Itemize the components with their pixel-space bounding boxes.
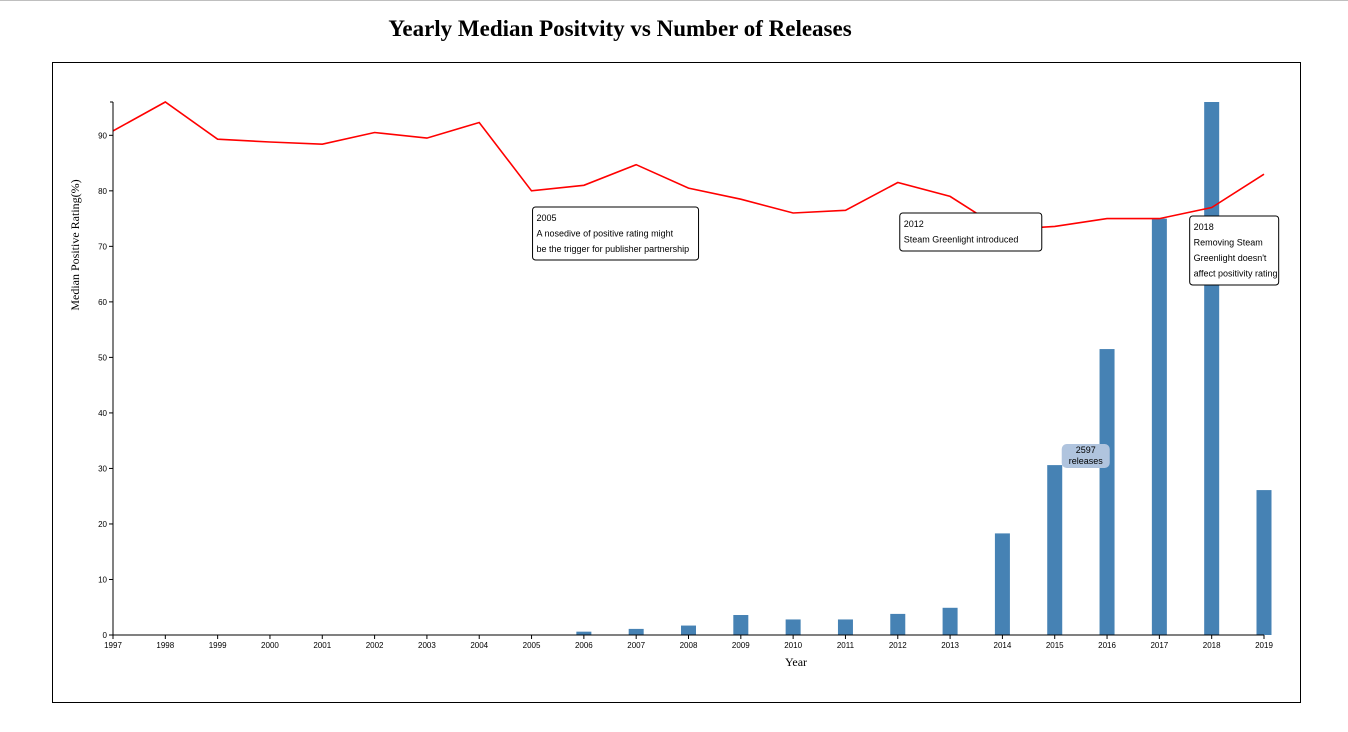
line-series [112, 101, 1265, 231]
bar-2008 [681, 625, 696, 635]
x-tick-label-2016: 2016 [1098, 641, 1116, 650]
x-tick-label-2019: 2019 [1255, 641, 1273, 650]
bar-2018 [1204, 102, 1220, 635]
y-tick-label-50: 50 [98, 353, 107, 362]
x-tick-label-2001: 2001 [313, 641, 331, 650]
x-tick-label-1999: 1999 [209, 641, 227, 650]
y-tick-label-10: 10 [98, 575, 107, 584]
x-tick-label-2013: 2013 [941, 641, 959, 650]
annotation-box-2012 [899, 212, 1043, 252]
bar-2007 [628, 628, 644, 635]
x-tick-label-2014: 2014 [994, 641, 1012, 650]
annotation-text-2018-0: 2018 [1194, 222, 1214, 232]
x-tick-label-2003: 2003 [418, 641, 436, 650]
annotation-text-2005-1: A nosedive of positive rating might [537, 229, 674, 239]
y-axis-label: Median Positive Rating(%) [68, 179, 82, 310]
bar-2014 [994, 533, 1010, 635]
x-tick-label-1997: 1997 [104, 641, 122, 650]
x-tick-label-2002: 2002 [366, 641, 384, 650]
bar-2009 [733, 615, 749, 635]
bar-2010 [785, 619, 801, 635]
bar-2011 [837, 619, 853, 635]
x-tick-label-2015: 2015 [1046, 641, 1064, 650]
tooltip-box [1061, 444, 1110, 468]
y-tick-label-20: 20 [98, 520, 107, 529]
bar-2006 [576, 631, 592, 635]
annotation-2018: 2018 Removing Steam Greenlight doesn't affe… [1189, 215, 1280, 286]
y-tick-label-90: 90 [98, 131, 107, 140]
x-tick-label-2018: 2018 [1203, 641, 1221, 650]
x-tick-label-1998: 1998 [156, 641, 174, 650]
x-tick-label-2006: 2006 [575, 641, 593, 650]
annotation-text-2018-1: Removing Steam [1194, 238, 1263, 248]
y-axis: 0 10 20 30 40 50 60 70 80 90 [98, 101, 114, 640]
y-tick-label-80: 80 [98, 187, 107, 196]
y-tick-label-40: 40 [98, 409, 107, 418]
x-tick-label-2010: 2010 [784, 641, 802, 650]
chart-frame [52, 62, 1301, 703]
tooltip-count: 2597 [1076, 445, 1096, 455]
annotation-text-2005-0: 2005 [537, 213, 557, 223]
y-tick-label-60: 60 [98, 298, 107, 307]
x-tick-label-2004: 2004 [470, 641, 488, 650]
tooltip-label: releases [1069, 456, 1104, 466]
x-tick-label-2011: 2011 [837, 641, 855, 650]
x-tick-label-2012: 2012 [889, 641, 907, 650]
x-tick-label-2000: 2000 [261, 641, 279, 650]
median-positivity-line [112, 101, 1265, 231]
bar-2013 [942, 607, 958, 635]
annotation-2005: 2005 A nosedive of positive rating might b… [532, 206, 700, 261]
bar-2012 [890, 613, 906, 635]
x-axis-label: Year [785, 655, 807, 669]
bar-2015 [1047, 465, 1063, 635]
annotation-text-2005-2: be the trigger for publisher partnership [537, 244, 690, 254]
y-tick-label-0: 0 [103, 631, 108, 640]
annotation-2012: 2012 Steam Greenlight introduced [899, 212, 1043, 252]
annotation-text-2012-1: Steam Greenlight introduced [904, 235, 1019, 245]
annotation-box-2005 [532, 206, 700, 261]
x-tick-label-2005: 2005 [523, 641, 541, 650]
chart-title: Yearly Median Positvity vs Number of Rel… [388, 16, 852, 41]
bar-series [576, 102, 1272, 635]
bar-2016 [1099, 349, 1115, 635]
annotation-text-2012-0: 2012 [904, 219, 924, 229]
annotations: 2005 A nosedive of positive rating might b… [532, 206, 1280, 286]
x-tick-label-2008: 2008 [680, 641, 698, 650]
top-divider [0, 0, 1348, 1]
annotation-box-2018 [1189, 215, 1280, 286]
y-tick-label-30: 30 [98, 464, 107, 473]
x-tick-label-2007: 2007 [627, 641, 645, 650]
x-tick-label-2017: 2017 [1150, 641, 1168, 650]
annotation-text-2018-2: Greenlight doesn't [1194, 253, 1267, 263]
x-tick-label-2009: 2009 [732, 641, 750, 650]
x-axis: 1997 1998 1999 2000 2001 2002 2003 2004 2005 2006… [104, 634, 1273, 650]
bar-2017 [1151, 218, 1167, 635]
annotation-text-2018-3: affect positivity rating [1194, 269, 1278, 279]
bar-2019 [1256, 490, 1272, 635]
y-tick-label-70: 70 [98, 242, 107, 251]
